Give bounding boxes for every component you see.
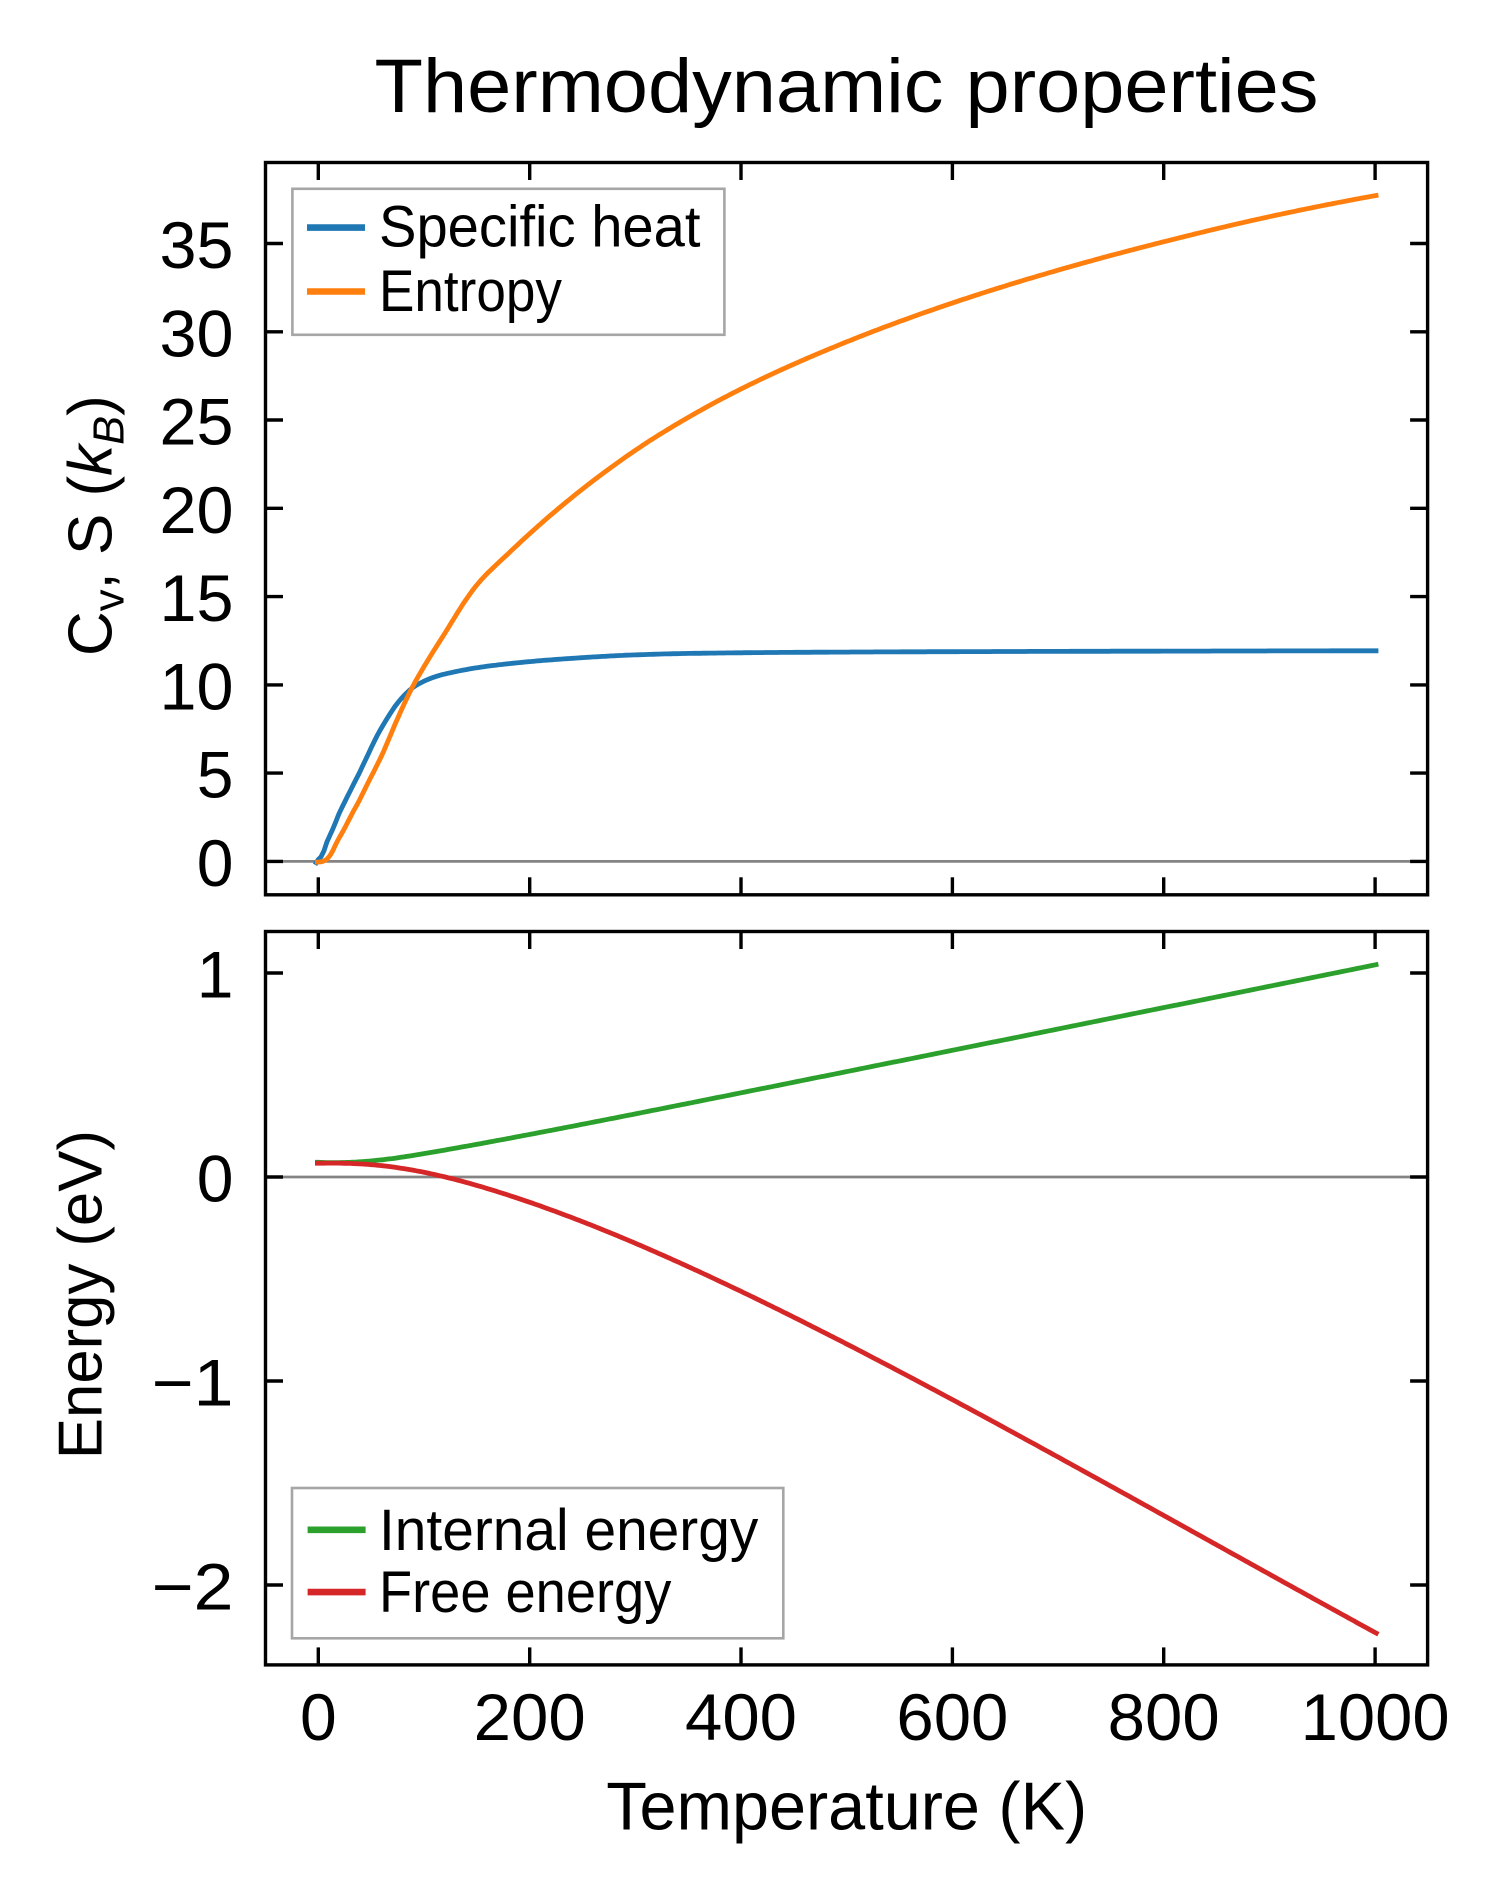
svg-text:Internal energy: Internal energy: [379, 1498, 758, 1563]
svg-text:400: 400: [685, 1680, 797, 1754]
svg-text:Cv, S (kB): Cv, S (kB): [57, 395, 134, 656]
svg-text:1000: 1000: [1301, 1680, 1450, 1754]
svg-text:600: 600: [896, 1680, 1008, 1754]
svg-text:Free energy: Free energy: [379, 1560, 671, 1625]
svg-text:800: 800: [1108, 1680, 1220, 1754]
svg-text:0: 0: [197, 826, 234, 900]
svg-text:Temperature (K): Temperature (K): [606, 1770, 1087, 1845]
svg-text:35: 35: [160, 208, 234, 282]
svg-text:1: 1: [197, 938, 234, 1012]
svg-text:Thermodynamic properties: Thermodynamic properties: [375, 44, 1319, 129]
svg-text:5: 5: [197, 738, 234, 812]
svg-text:0: 0: [197, 1142, 234, 1216]
svg-text:−2: −2: [152, 1550, 234, 1624]
svg-text:Energy (eV): Energy (eV): [47, 1130, 116, 1459]
svg-text:15: 15: [160, 561, 234, 635]
svg-text:20: 20: [160, 473, 234, 547]
svg-text:25: 25: [160, 385, 234, 459]
svg-text:Specific heat: Specific heat: [379, 195, 701, 260]
svg-text:−1: −1: [152, 1346, 234, 1420]
svg-text:30: 30: [160, 296, 234, 370]
svg-text:Entropy: Entropy: [379, 259, 562, 324]
svg-text:200: 200: [474, 1680, 586, 1754]
svg-text:0: 0: [300, 1680, 337, 1754]
svg-text:10: 10: [160, 649, 234, 723]
